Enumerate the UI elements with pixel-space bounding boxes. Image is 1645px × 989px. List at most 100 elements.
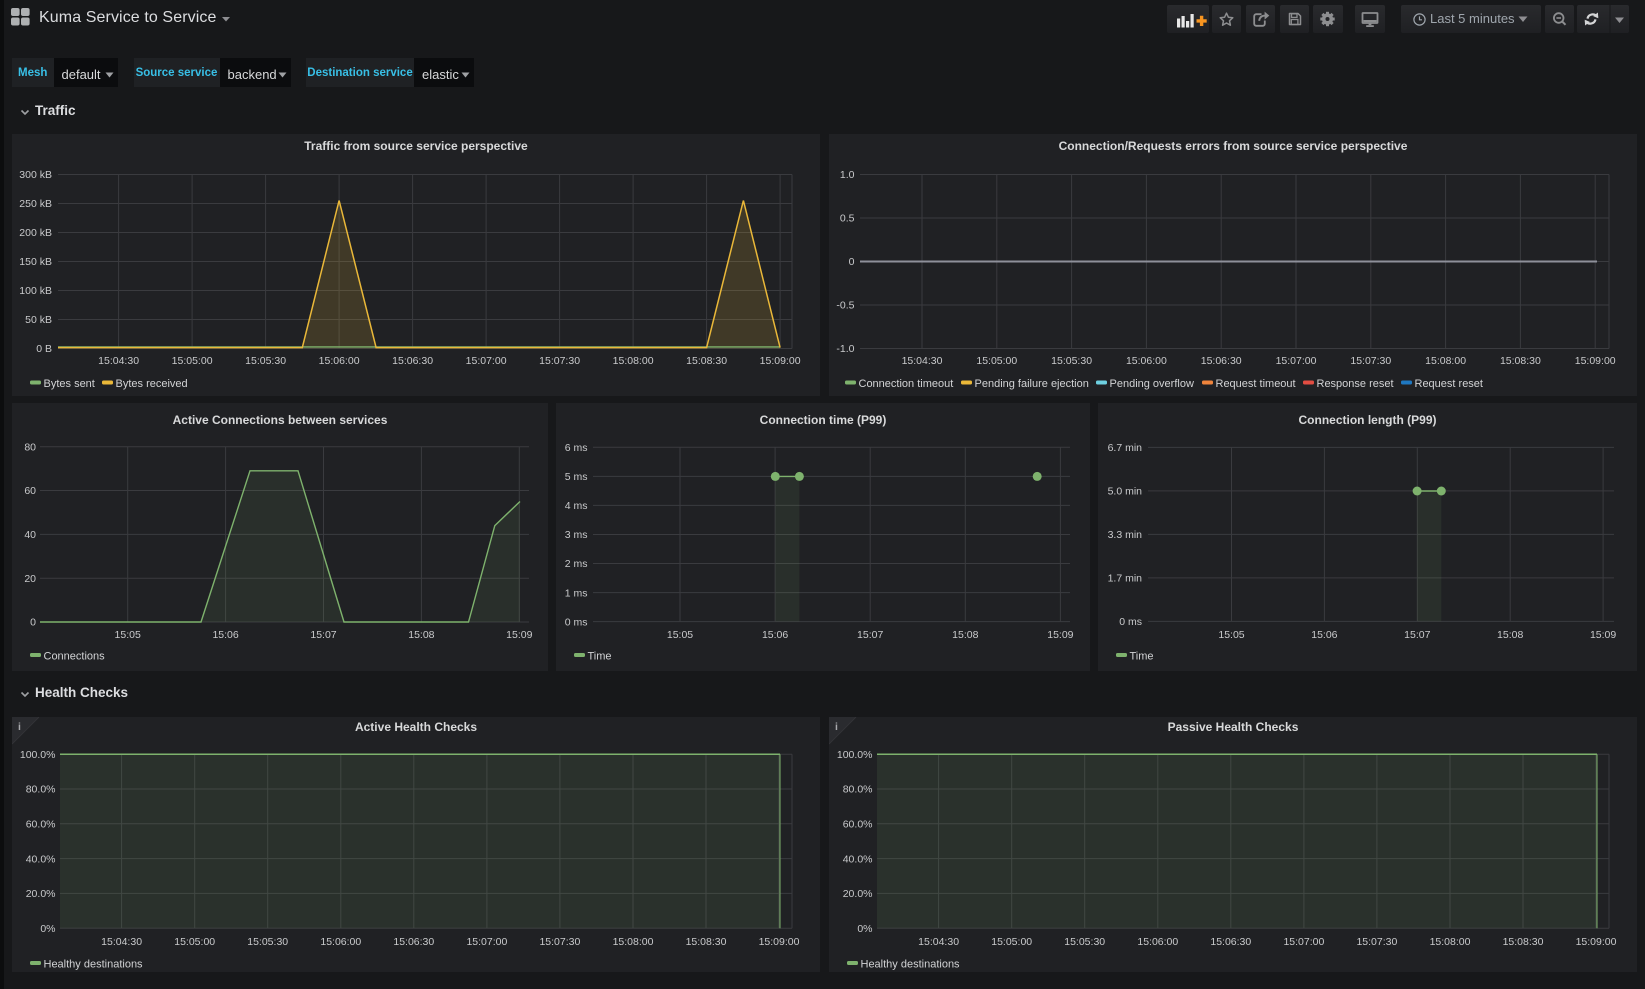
svg-text:15:07:00: 15:07:00: [466, 936, 507, 948]
svg-text:15:07: 15:07: [310, 629, 336, 641]
svg-text:15:05:30: 15:05:30: [245, 355, 286, 367]
svg-text:200 kB: 200 kB: [19, 227, 52, 239]
svg-text:15:05:30: 15:05:30: [1064, 936, 1105, 948]
svg-text:0 ms: 0 ms: [565, 616, 588, 628]
svg-text:80: 80: [24, 441, 36, 453]
svg-text:15:07:00: 15:07:00: [1276, 355, 1317, 367]
svg-text:5 ms: 5 ms: [565, 471, 588, 483]
svg-text:3.3 min: 3.3 min: [1108, 529, 1143, 541]
svg-text:Healthy destinations: Healthy destinations: [44, 959, 144, 971]
svg-text:15:05:00: 15:05:00: [976, 355, 1017, 367]
svg-text:150 kB: 150 kB: [19, 256, 52, 268]
svg-text:15:08:30: 15:08:30: [686, 936, 727, 948]
svg-text:15:05:00: 15:05:00: [174, 936, 215, 948]
svg-text:0%: 0%: [857, 923, 872, 935]
svg-text:15:04:30: 15:04:30: [918, 936, 959, 948]
svg-text:15:07: 15:07: [1404, 629, 1430, 641]
svg-text:15:05:30: 15:05:30: [247, 936, 288, 948]
svg-text:1.0: 1.0: [840, 169, 855, 181]
svg-text:250 kB: 250 kB: [19, 198, 52, 210]
svg-text:Pending failure ejection: Pending failure ejection: [975, 378, 1089, 390]
svg-text:Connections: Connections: [44, 651, 106, 663]
svg-text:15:08: 15:08: [952, 629, 978, 641]
svg-text:1 ms: 1 ms: [565, 587, 588, 599]
svg-text:6.7 min: 6.7 min: [1108, 442, 1143, 454]
svg-text:15:08:00: 15:08:00: [613, 936, 654, 948]
svg-text:15:05:30: 15:05:30: [1051, 355, 1092, 367]
svg-text:0.5: 0.5: [840, 213, 855, 225]
svg-text:15:07:00: 15:07:00: [466, 355, 507, 367]
svg-text:-0.5: -0.5: [836, 300, 854, 312]
svg-text:0: 0: [849, 256, 855, 268]
svg-text:15:08: 15:08: [408, 629, 434, 641]
svg-text:Request timeout: Request timeout: [1216, 378, 1296, 390]
svg-text:15:06:00: 15:06:00: [1126, 355, 1167, 367]
svg-text:15:08:00: 15:08:00: [1430, 936, 1471, 948]
svg-text:40.0%: 40.0%: [26, 853, 56, 865]
svg-text:15:09:00: 15:09:00: [1575, 355, 1616, 367]
svg-text:40.0%: 40.0%: [843, 853, 873, 865]
svg-text:Pending overflow: Pending overflow: [1110, 378, 1194, 390]
svg-text:Traffic from source service pe: Traffic from source service perspective: [304, 139, 528, 153]
svg-text:15:06: 15:06: [762, 629, 788, 641]
svg-text:15:05:00: 15:05:00: [991, 936, 1032, 948]
svg-text:Response reset: Response reset: [1317, 378, 1394, 390]
svg-text:Time: Time: [1130, 651, 1154, 663]
svg-text:15:08:00: 15:08:00: [613, 355, 654, 367]
svg-text:15:05: 15:05: [115, 629, 141, 641]
svg-text:15:04:30: 15:04:30: [101, 936, 142, 948]
svg-text:15:06:30: 15:06:30: [393, 936, 434, 948]
svg-text:15:06:00: 15:06:00: [320, 936, 361, 948]
svg-text:60: 60: [24, 485, 36, 497]
svg-text:Active Health Checks: Active Health Checks: [355, 720, 477, 734]
svg-text:15:09:00: 15:09:00: [759, 936, 800, 948]
svg-text:Connection/Requests errors fro: Connection/Requests errors from source s…: [1059, 139, 1408, 153]
svg-text:Connection length (P99): Connection length (P99): [1299, 413, 1437, 427]
svg-text:80.0%: 80.0%: [843, 784, 873, 796]
svg-text:15:09: 15:09: [1047, 629, 1073, 641]
svg-text:15:08:00: 15:08:00: [1425, 355, 1466, 367]
svg-text:300 kB: 300 kB: [19, 169, 52, 181]
svg-text:15:06:00: 15:06:00: [319, 355, 360, 367]
svg-text:15:08:30: 15:08:30: [686, 355, 727, 367]
svg-text:3 ms: 3 ms: [565, 529, 588, 541]
svg-text:6 ms: 6 ms: [565, 442, 588, 454]
svg-text:15:05:00: 15:05:00: [172, 355, 213, 367]
svg-text:i: i: [18, 721, 21, 733]
svg-text:0 B: 0 B: [36, 343, 52, 355]
svg-text:15:07:30: 15:07:30: [539, 936, 580, 948]
svg-text:Request reset: Request reset: [1415, 378, 1483, 390]
svg-text:4 ms: 4 ms: [565, 500, 588, 512]
svg-text:15:05: 15:05: [667, 629, 693, 641]
svg-text:-1.0: -1.0: [836, 343, 854, 355]
svg-text:0%: 0%: [40, 923, 55, 935]
svg-text:15:08: 15:08: [1497, 629, 1523, 641]
svg-text:15:06:00: 15:06:00: [1137, 936, 1178, 948]
svg-text:20: 20: [24, 573, 36, 585]
svg-text:15:09:00: 15:09:00: [760, 355, 801, 367]
svg-text:20.0%: 20.0%: [843, 888, 873, 900]
svg-text:5.0 min: 5.0 min: [1108, 486, 1143, 498]
svg-text:60.0%: 60.0%: [26, 819, 56, 831]
svg-text:Bytes received: Bytes received: [116, 378, 188, 390]
svg-text:15:07:30: 15:07:30: [1356, 936, 1397, 948]
svg-text:Active Connections between ser: Active Connections between services: [173, 413, 388, 427]
svg-text:Bytes sent: Bytes sent: [44, 378, 95, 390]
svg-text:15:09:00: 15:09:00: [1576, 936, 1617, 948]
svg-text:15:09: 15:09: [1590, 629, 1616, 641]
svg-text:1.7 min: 1.7 min: [1108, 573, 1143, 585]
svg-text:15:06: 15:06: [212, 629, 238, 641]
svg-text:Healthy destinations: Healthy destinations: [861, 959, 961, 971]
svg-text:15:04:30: 15:04:30: [902, 355, 943, 367]
svg-text:i: i: [835, 721, 838, 733]
svg-text:60.0%: 60.0%: [843, 819, 873, 831]
svg-text:15:07:30: 15:07:30: [1350, 355, 1391, 367]
svg-text:Connection time (P99): Connection time (P99): [760, 413, 887, 427]
svg-text:20.0%: 20.0%: [26, 888, 56, 900]
svg-text:2 ms: 2 ms: [565, 558, 588, 570]
svg-text:15:04:30: 15:04:30: [98, 355, 139, 367]
svg-text:100.0%: 100.0%: [20, 749, 56, 761]
svg-text:Passive Health Checks: Passive Health Checks: [1168, 720, 1299, 734]
svg-text:15:06:30: 15:06:30: [392, 355, 433, 367]
svg-text:50 kB: 50 kB: [25, 314, 52, 326]
